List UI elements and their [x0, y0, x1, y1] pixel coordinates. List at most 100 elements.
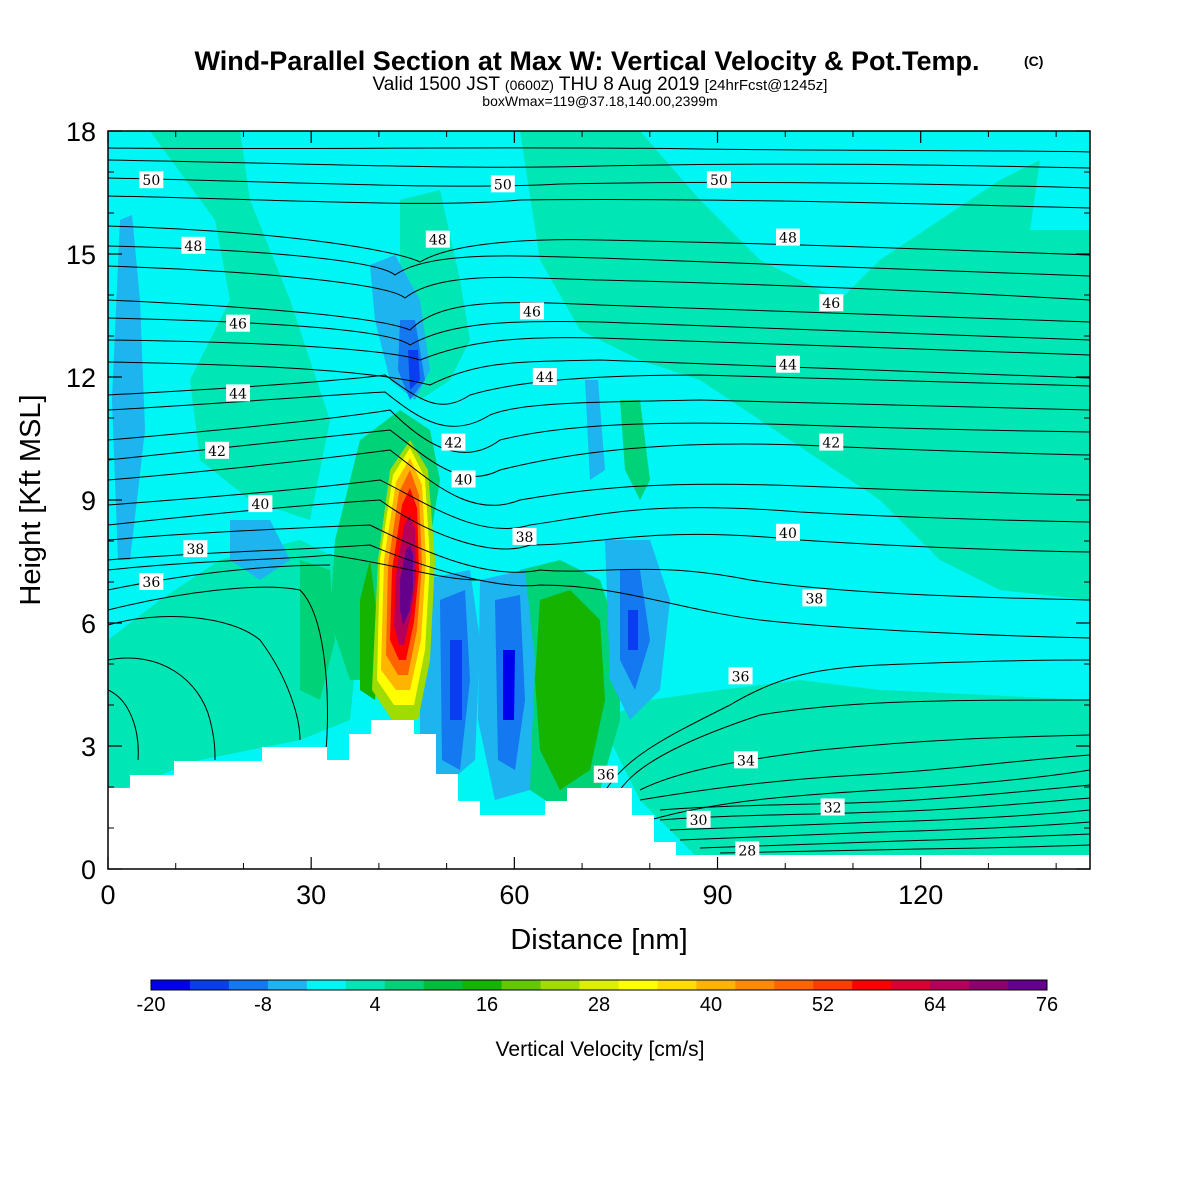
theta-label-box [205, 441, 230, 459]
colorbar-swatch [579, 980, 619, 990]
theta-label-text: 40 [779, 526, 797, 542]
theta-label-text: 36 [732, 669, 750, 685]
colorbar-swatch [228, 980, 269, 990]
theta-label: 40 [451, 470, 476, 489]
theta-label-box [775, 228, 800, 246]
y-tick-label: 9 [81, 486, 96, 516]
colorbar-swatch [618, 980, 658, 990]
theta-label: 32 [820, 798, 845, 817]
theta-label-text: 30 [690, 813, 708, 829]
theta-label-text: 48 [779, 231, 797, 247]
colorbar-swatch [423, 980, 464, 990]
theta-label-text: 48 [184, 239, 202, 255]
theta-label-box [775, 355, 800, 373]
colorbar-swatch [189, 980, 230, 990]
theta-label: 42 [819, 433, 844, 452]
theta-label-text: 28 [738, 844, 756, 860]
theta-label-text: 40 [455, 473, 473, 489]
y-tick-label: 18 [66, 117, 96, 147]
theta-label-text: 42 [444, 436, 462, 452]
colorbar-label: 52 [812, 994, 834, 1016]
subtitle-valid: Valid 1500 JST [373, 74, 501, 95]
colorbar: -20 -8 4 16 28 40 52 64 76 [137, 979, 1058, 1016]
updraft-core [372, 440, 435, 720]
theta-label-box [425, 230, 450, 248]
theta-label: 36 [728, 667, 753, 685]
theta-label-text: 50 [710, 173, 728, 189]
theta-label: 44 [532, 368, 557, 386]
colorbar-swatch [735, 980, 775, 990]
theta-contour-labels: 50 50 50 48 48 48 46 46 46 44 44 44 42 42 42 40 40 40 38 38… [139, 171, 845, 860]
theta-label-text: 46 [523, 304, 541, 320]
colorbar-swatch [267, 980, 308, 990]
theta-label-box [139, 573, 164, 590]
subtitle-date: THU 8 Aug 2019 [559, 74, 699, 95]
theta-label-box [706, 171, 731, 189]
theta-label-text: 46 [229, 317, 247, 333]
theta-label-box [183, 540, 208, 558]
theta-label-box [226, 314, 251, 332]
theta-label: 40 [775, 523, 800, 542]
theta-label-box [512, 527, 537, 545]
colorbar-swatch [151, 980, 191, 990]
theta-label-text: 38 [805, 591, 823, 607]
theta-label: 40 [248, 495, 273, 513]
colorbar-swatch [813, 980, 853, 990]
theta-label: 46 [819, 294, 844, 312]
colorbar-swatch [1008, 980, 1048, 990]
theta-label-box [819, 433, 844, 451]
theta-label-box [181, 236, 206, 254]
theta-label: 44 [775, 355, 800, 374]
theta-label: 50 [490, 175, 515, 193]
colorbar-swatch [384, 980, 425, 990]
theta-label-box [819, 294, 844, 312]
x-tick-label: 60 [499, 880, 529, 910]
theta-label: 44 [226, 384, 251, 402]
theta-label-text: 46 [822, 296, 840, 312]
colorbar-title: Vertical Velocity [cm/s] [496, 1038, 705, 1061]
colorbar-swatch [657, 980, 697, 990]
theta-label-text: 34 [737, 753, 755, 769]
theta-label-text: 50 [494, 177, 512, 193]
theta-label: 28 [735, 841, 760, 860]
colorbar-label: -20 [137, 994, 166, 1016]
theta-label: 42 [205, 441, 230, 460]
subtitle-zulu: (0600Z) [505, 77, 554, 93]
theta-label-text: 38 [186, 542, 204, 558]
theta-label-text: 44 [229, 386, 247, 402]
y-tick-label: 12 [66, 363, 96, 393]
theta-label: 48 [775, 228, 800, 247]
theta-label-text: 44 [536, 370, 554, 386]
theta-label: 30 [686, 810, 711, 829]
colorbar-swatch [306, 980, 347, 990]
theta-label-box [728, 667, 753, 685]
colorbar-swatch [501, 980, 542, 990]
y-tick-label: 6 [81, 609, 96, 639]
terrain [108, 720, 1090, 869]
theta-label: 48 [425, 230, 450, 249]
theta-label-box [248, 495, 273, 513]
colorbar-label: 64 [924, 994, 946, 1016]
theta-label: 38 [512, 527, 537, 546]
x-tick-label: 120 [898, 880, 943, 910]
theta-label-box [775, 523, 800, 541]
colorbar-label: -8 [254, 994, 272, 1016]
theta-label-box [735, 841, 760, 859]
y-tick-label: 0 [81, 855, 96, 885]
theta-label: 50 [139, 171, 164, 189]
theta-label: 38 [183, 540, 208, 558]
colorbar-label: 4 [369, 994, 380, 1016]
theta-label-box [733, 751, 758, 769]
colorbar-swatch [969, 980, 1009, 990]
theta-label-box [686, 810, 711, 828]
theta-label-text: 36 [142, 575, 160, 591]
subtitle-forecast: [24hrFcst@1245z] [705, 77, 828, 94]
theta-label: 38 [802, 589, 827, 607]
colorbar-swatch [774, 980, 814, 990]
theta-label: 46 [226, 314, 251, 333]
theta-label: 46 [519, 302, 544, 320]
x-tick-label: 0 [100, 880, 115, 910]
theta-label-box [532, 368, 557, 385]
colorbar-swatch [891, 980, 931, 990]
